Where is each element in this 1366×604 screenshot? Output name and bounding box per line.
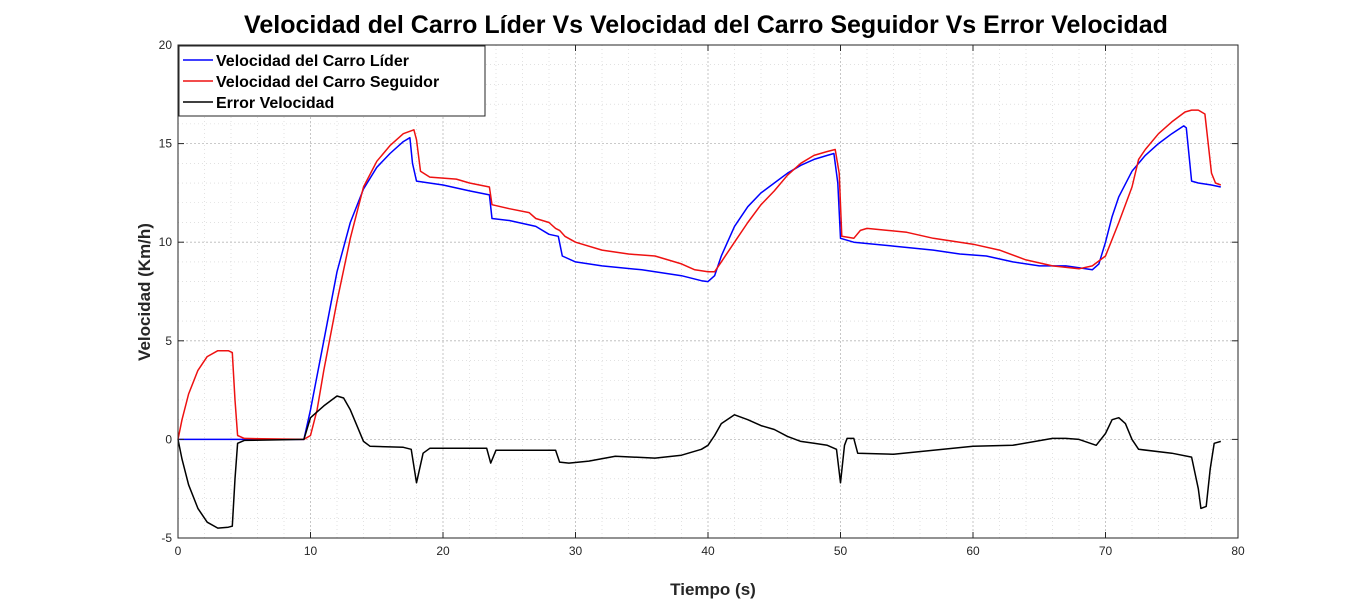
series-line-2 xyxy=(177,109,1222,441)
x-tick-label: 40 xyxy=(701,544,715,558)
y-axis: -5 0 5 10 15 20 xyxy=(159,38,1238,545)
y-tick-label: 10 xyxy=(159,235,173,249)
y-tick-label: 5 xyxy=(165,334,172,348)
series-line-1 xyxy=(178,125,1221,441)
x-tick-label: 10 xyxy=(304,544,318,558)
x-tick-label: 80 xyxy=(1231,544,1245,558)
x-tick-label: 30 xyxy=(569,544,583,558)
x-tick-label: 0 xyxy=(175,544,182,558)
x-axis-label: Tiempo (s) xyxy=(670,580,756,599)
x-tick-label: 60 xyxy=(966,544,980,558)
x-tick-label: 70 xyxy=(1099,544,1113,558)
legend: Velocidad del Carro Líder Velocidad del C… xyxy=(178,45,486,117)
y-tick-label: 15 xyxy=(159,137,173,151)
y-axis-label: Velocidad (Km/h) xyxy=(135,223,154,361)
plot-area xyxy=(178,45,1238,538)
x-axis: 0 10 20 30 40 50 60 70 80 xyxy=(175,45,1245,558)
series-layer xyxy=(177,109,1222,529)
y-tick-label: -5 xyxy=(161,531,172,545)
y-tick-label: 0 xyxy=(165,432,172,446)
legend-label-2: Velocidad del Carro Seguidor xyxy=(216,74,439,91)
legend-label-3: Error Velocidad xyxy=(216,95,334,112)
chart-title: Velocidad del Carro Líder Vs Velocidad d… xyxy=(244,11,1168,39)
x-tick-label: 50 xyxy=(834,544,848,558)
legend-label-1: Velocidad del Carro Líder xyxy=(216,53,409,70)
y-tick-label: 20 xyxy=(159,38,173,52)
series-line-3 xyxy=(177,395,1222,529)
legend-box xyxy=(178,45,486,117)
x-tick-label: 20 xyxy=(436,544,450,558)
